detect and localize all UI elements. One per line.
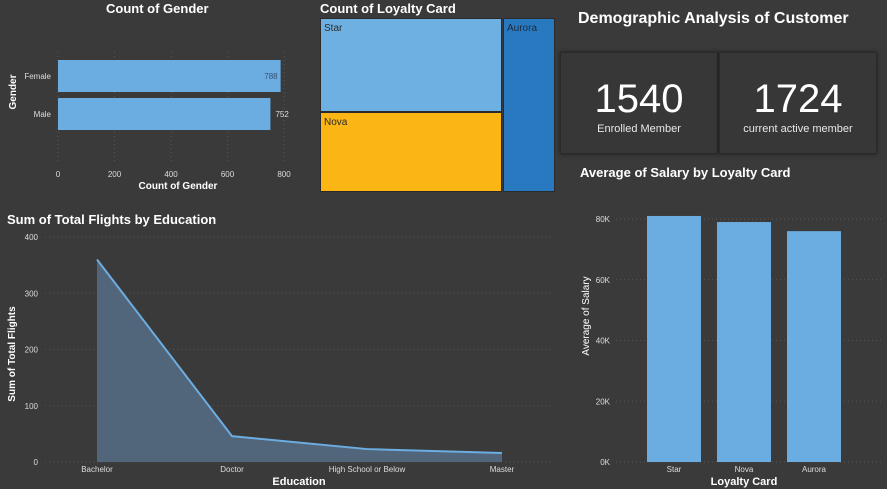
flights-area-fill <box>97 259 502 462</box>
kpi-label-active: current active member <box>743 123 853 135</box>
flights-y-axis-title: Sum of Total Flights <box>7 306 18 402</box>
flights-y-tick: 100 <box>25 402 39 411</box>
dashboard-title: Demographic Analysis of Customer <box>578 10 849 27</box>
gender-category-label: Male <box>34 110 52 119</box>
salary-x-tick: Aurora <box>802 465 827 474</box>
treemap-label-aurora: Aurora <box>507 23 538 34</box>
gender-chart-title: Count of Gender <box>106 1 209 16</box>
gender-bar[interactable] <box>58 98 271 130</box>
gender-x-tick: 800 <box>277 170 291 179</box>
salary-x-axis-title: Loyalty Card <box>711 476 778 488</box>
salary-y-tick: 20K <box>596 397 611 406</box>
treemap-tile-star[interactable]: Star <box>320 18 502 112</box>
salary-bar[interactable] <box>647 215 701 462</box>
gender-y-axis-title: Gender <box>8 74 19 109</box>
treemap-tile-nova[interactable]: Nova <box>320 112 502 192</box>
kpi-card-active: 1724 current active member <box>719 52 877 154</box>
flights-chart-title: Sum of Total Flights by Education <box>7 212 217 227</box>
gender-x-tick: 400 <box>164 170 178 179</box>
flights-area-line[interactable] <box>96 258 503 454</box>
flights-x-tick: High School or Below <box>329 465 406 474</box>
flights-y-tick: 200 <box>25 346 39 355</box>
loyalty-treemap-title: Count of Loyalty Card <box>320 1 456 16</box>
salary-y-tick: 0K <box>600 458 610 467</box>
flights-x-tick: Bachelor <box>81 465 113 474</box>
kpi-label-enrolled: Enrolled Member <box>597 123 681 135</box>
gender-data-label: 752 <box>275 110 289 119</box>
treemap-tile-aurora[interactable]: Aurora <box>503 18 555 192</box>
kpi-value-active: 1724 <box>753 77 843 121</box>
gender-bar-chart: 0 200 400 600 800 Female 788 Male 752 Gender Cou… <box>8 52 291 192</box>
gender-x-tick: 200 <box>108 170 122 179</box>
salary-y-axis-title: Average of Salary <box>581 276 592 355</box>
salary-y-tick: 80K <box>596 215 611 224</box>
gender-category-label: Female <box>24 72 51 81</box>
salary-bar[interactable] <box>717 222 771 462</box>
salary-y-tick: 60K <box>596 276 611 285</box>
loyalty-treemap: Star Nova Aurora <box>320 18 555 192</box>
salary-bar-chart: 0K 20K 40K 60K 80K Star Nova Aurora Average of … <box>581 215 882 488</box>
flights-y-tick: 0 <box>34 458 39 467</box>
gender-x-tick: 600 <box>221 170 235 179</box>
flights-x-axis-title: Education <box>272 476 325 488</box>
salary-x-tick: Star <box>667 465 682 474</box>
salary-bar[interactable] <box>787 231 841 462</box>
treemap-label-star: Star <box>324 23 343 34</box>
gender-bar[interactable] <box>58 60 281 92</box>
gender-x-tick: 0 <box>56 170 61 179</box>
salary-x-tick: Nova <box>735 465 754 474</box>
kpi-card-enrolled: 1540 Enrolled Member <box>560 52 718 154</box>
flights-y-tick: 300 <box>25 289 39 298</box>
salary-chart-title: Average of Salary by Loyalty Card <box>580 165 791 180</box>
kpi-value-enrolled: 1540 <box>594 77 684 121</box>
salary-y-tick: 40K <box>596 337 611 346</box>
treemap-label-nova: Nova <box>324 117 348 128</box>
flights-x-tick: Master <box>490 465 515 474</box>
flights-x-tick: Doctor <box>220 465 244 474</box>
flights-area-chart: 0 100 200 300 400 Bachelor Doctor High School o… <box>7 233 550 488</box>
gender-data-label: 788 <box>264 72 278 81</box>
flights-y-tick: 400 <box>25 233 39 242</box>
gender-x-axis-title: Count of Gender <box>139 181 218 192</box>
